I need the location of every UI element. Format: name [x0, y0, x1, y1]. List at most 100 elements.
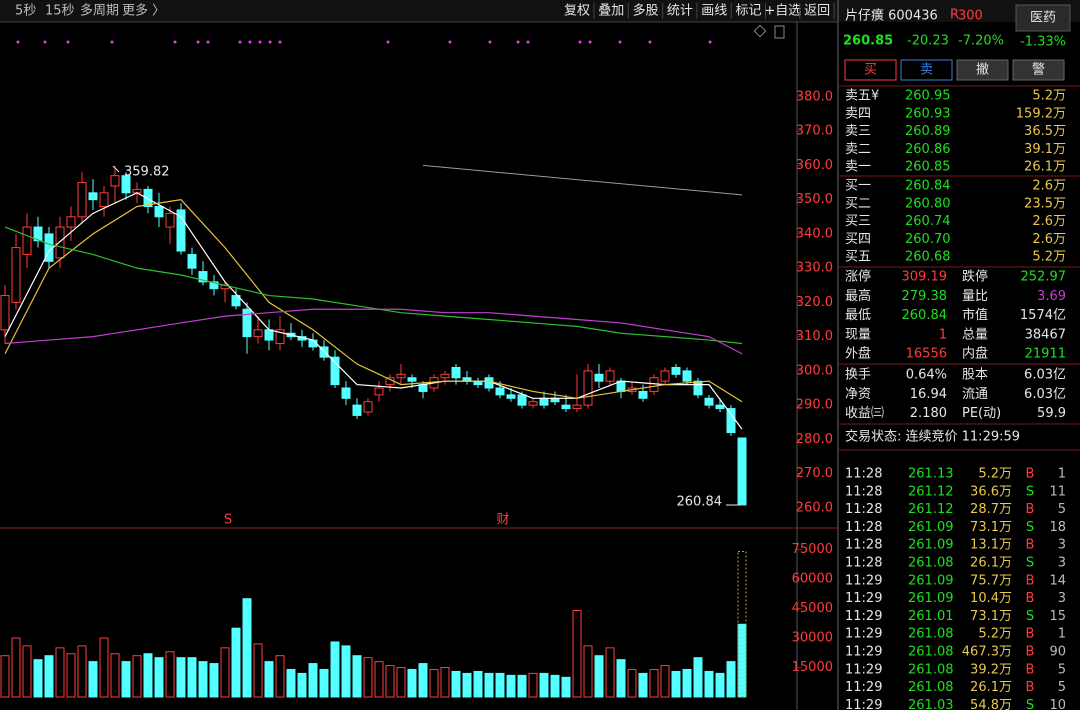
index-tag: R	[950, 8, 959, 23]
trade-button[interactable]	[956, 59, 1009, 81]
stat-value: 16.94	[910, 387, 947, 402]
volume-bar	[627, 668, 637, 698]
ma-line	[4, 226, 743, 345]
volume-bar	[308, 663, 318, 698]
y-tick-label: 380.0	[796, 89, 833, 104]
candle-body	[242, 308, 252, 338]
last-price: 260.85	[843, 34, 893, 49]
volume-bar	[649, 668, 659, 698]
y-tick-label: 320.0	[796, 295, 833, 310]
sector-pct: -1.33%	[1020, 35, 1066, 50]
event-dot	[16, 40, 20, 44]
candle-body	[671, 366, 681, 375]
y-tick-label: 270.0	[796, 466, 833, 481]
trade-volume: 10.4万	[970, 591, 1012, 606]
event-dot	[206, 40, 210, 44]
candle-body	[528, 401, 538, 406]
volume-bar	[429, 668, 439, 698]
stat-label: 收益㈢	[845, 406, 884, 421]
sector-button[interactable]	[1015, 4, 1071, 32]
toolbar-item: 15秒	[45, 4, 75, 19]
candle-body	[594, 373, 604, 382]
volume-bar	[462, 672, 472, 698]
icon[interactable]	[774, 25, 785, 39]
trade-volume: 13.1万	[970, 538, 1012, 553]
volume-bar	[693, 657, 703, 698]
trade-count: 5	[1058, 502, 1066, 517]
candle-body	[583, 370, 593, 406]
price-pct: -7.20%	[958, 34, 1004, 49]
trade-count: 14	[1049, 573, 1066, 588]
volume-bar	[418, 663, 428, 698]
candle-body	[154, 206, 164, 218]
y-tick-label: 310.0	[796, 329, 833, 344]
volume-bar	[187, 657, 197, 698]
stat-label: 最高	[845, 288, 871, 304]
trade-price: 261.09	[908, 591, 954, 606]
volume-bar	[341, 645, 351, 698]
ma-line	[4, 199, 743, 403]
trade-count: 5	[1058, 680, 1066, 695]
candle-body	[726, 408, 736, 434]
trade-button[interactable]	[1012, 59, 1065, 81]
event-dot	[386, 40, 390, 44]
stat-value: 0.64%	[906, 368, 947, 383]
trade-button[interactable]	[844, 59, 897, 81]
trade-time: 11:29	[845, 573, 882, 588]
candle-body	[638, 390, 648, 399]
book-price: 260.74	[905, 214, 951, 229]
toolbar-item: 统计	[667, 4, 693, 19]
volume-bar	[176, 657, 186, 698]
trade-price: 261.12	[908, 502, 954, 517]
ma-line	[4, 308, 743, 355]
volume-bar	[737, 623, 747, 698]
trade-count: 11	[1049, 484, 1066, 499]
candle-body	[121, 175, 131, 194]
book-label: 买五	[845, 250, 871, 265]
stat-value: 6.03亿	[1024, 368, 1066, 383]
trade-button[interactable]	[900, 59, 953, 81]
candle-body	[66, 216, 76, 228]
trade-price: 261.09	[908, 520, 954, 535]
volume-bar	[616, 659, 626, 698]
stat-label: 总量	[962, 327, 988, 342]
trade-volume: 36.6万	[970, 484, 1012, 499]
volume-bar	[220, 647, 230, 698]
candle-body	[264, 329, 274, 341]
event-dot	[238, 40, 242, 44]
book-volume: 2.6万	[1032, 179, 1066, 194]
trade-time: 11:29	[845, 680, 882, 695]
trade-time: 11:29	[845, 698, 882, 710]
y-tick-label: 360.0	[796, 158, 833, 173]
y-tick-label: 30000	[792, 631, 833, 646]
candle-body	[506, 394, 516, 399]
stat-label: 流通	[962, 387, 988, 402]
event-dot	[448, 40, 452, 44]
candle-body	[275, 329, 285, 344]
book-price: 260.95	[905, 89, 951, 104]
book-volume: 159.2万	[1016, 106, 1066, 121]
candle-body	[737, 437, 747, 506]
book-label: 买一	[845, 179, 871, 194]
book-label: 买三	[845, 214, 871, 229]
volume-bar	[385, 665, 395, 698]
high-label: 359.82	[124, 165, 170, 180]
toolbar-bg	[0, 0, 1080, 22]
trade-time: 11:28	[845, 467, 882, 482]
trade-price: 261.09	[908, 573, 954, 588]
toolbar-item: 叠加	[598, 4, 624, 19]
toolbar-item: 5秒	[15, 4, 36, 19]
stat-value: 252.97	[1021, 270, 1067, 285]
volume-bar	[22, 645, 32, 698]
stat-value: 59.9	[1037, 406, 1066, 421]
trade-time: 11:28	[845, 520, 882, 535]
trade-side: B	[1026, 538, 1035, 553]
book-volume: 5.2万	[1032, 89, 1066, 104]
icon[interactable]	[753, 24, 767, 38]
candle-body	[495, 387, 505, 396]
trade-count: 10	[1049, 698, 1066, 710]
event-dot	[248, 40, 252, 44]
stat-label: 最低	[845, 308, 871, 323]
trade-button-label: 警	[1032, 62, 1045, 78]
trade-volume: 28.7万	[970, 502, 1012, 517]
